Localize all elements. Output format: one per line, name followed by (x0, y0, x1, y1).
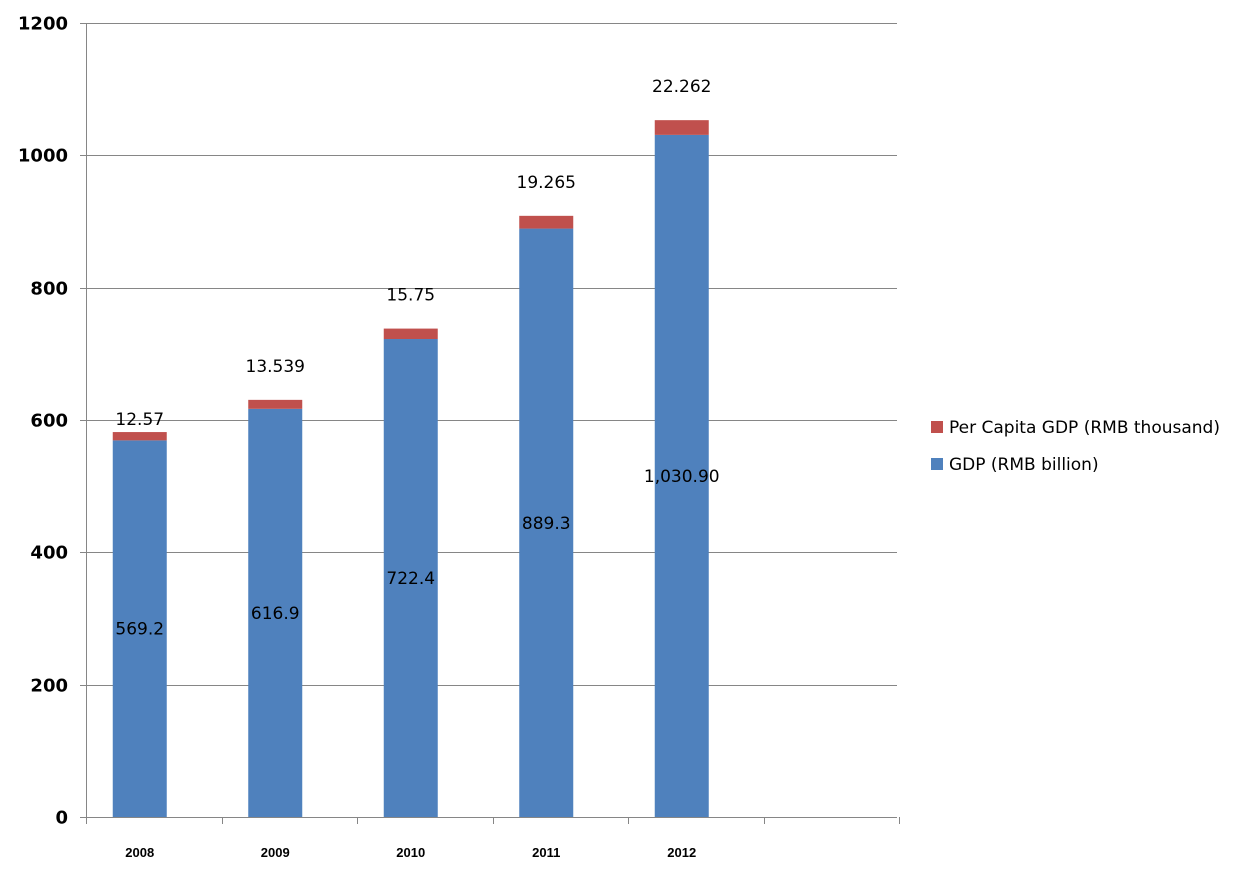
x-tick-label: 2010 (396, 845, 425, 860)
legend: Per Capita GDP (RMB thousand) GDP (RMB bi… (931, 418, 1220, 475)
y-tick-label: 1200 (18, 14, 68, 35)
legend-label: GDP (RMB billion) (949, 455, 1099, 475)
bar-per-capita-2008 (112, 432, 167, 441)
y-tick-label: 600 (30, 411, 68, 432)
bars (112, 120, 709, 818)
legend-swatch (931, 458, 943, 470)
data-labels: 569.2 12.57 616.9 13.539 722.4 15.75 889.3 19.2… (115, 77, 719, 640)
x-tick-label: 2009 (261, 845, 290, 860)
bar-gdp-2008 (112, 440, 167, 817)
data-label-gdp: 569.2 (115, 620, 164, 640)
data-label-gdp: 889.3 (522, 514, 571, 534)
legend-swatch (931, 421, 943, 433)
bar-per-capita-2011 (519, 215, 574, 229)
bar-gdp-2011 (519, 228, 574, 817)
data-label-gdp: 1,030.90 (644, 467, 720, 487)
x-tick-label: 2011 (532, 845, 560, 860)
data-label-per-capita: 13.539 (246, 357, 305, 377)
data-label-gdp: 616.9 (251, 604, 300, 624)
y-tick-label: 200 (30, 676, 68, 697)
x-tick-label: 2008 (125, 845, 154, 860)
x-axis: 2008 2009 2010 2011 2012 (86, 817, 900, 860)
y-tick-label: 800 (30, 279, 68, 300)
bar-per-capita-2010 (383, 328, 438, 340)
y-tick-label: 0 (55, 808, 68, 829)
data-label-per-capita: 22.262 (652, 77, 711, 97)
data-label-gdp: 722.4 (386, 569, 435, 589)
y-tick-label: 1000 (18, 146, 68, 167)
data-label-per-capita: 12.57 (115, 410, 164, 430)
legend-label: Per Capita GDP (RMB thousand) (949, 418, 1220, 438)
bar-gdp-2010 (383, 339, 438, 817)
x-tick-label: 2012 (667, 845, 696, 860)
y-axis: 0 200 400 600 800 1000 1200 (18, 14, 87, 829)
bar-gdp-2009 (248, 408, 303, 817)
bar-per-capita-2009 (248, 399, 303, 409)
gridlines (86, 23, 897, 686)
data-label-per-capita: 15.75 (386, 286, 435, 306)
data-label-per-capita: 19.265 (517, 173, 576, 193)
bar-gdp-2012 (654, 134, 709, 818)
y-tick-label: 400 (30, 543, 68, 564)
bar-per-capita-2012 (654, 120, 709, 135)
